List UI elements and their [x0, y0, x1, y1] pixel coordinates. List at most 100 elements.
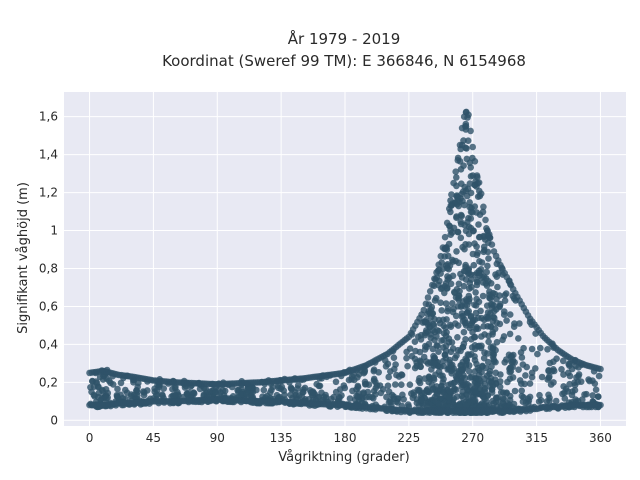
- x-tick-label: 315: [525, 431, 548, 445]
- data-point: [457, 166, 465, 173]
- data-point: [545, 367, 552, 375]
- data-point: [429, 281, 436, 289]
- data-point: [424, 360, 432, 367]
- data-point: [416, 348, 424, 356]
- data-point: [486, 234, 494, 241]
- data-point: [484, 248, 492, 256]
- data-point: [461, 320, 469, 327]
- data-point: [515, 366, 522, 374]
- data-point: [511, 387, 519, 395]
- data-point: [420, 306, 428, 314]
- data-point: [440, 330, 448, 337]
- data-point: [392, 381, 399, 388]
- data-point: [480, 354, 488, 362]
- data-point: [488, 386, 496, 393]
- data-point: [431, 297, 439, 304]
- data-point: [294, 382, 302, 389]
- data-point: [219, 387, 227, 394]
- data-point: [585, 376, 592, 383]
- data-point: [434, 327, 441, 334]
- data-point: [497, 300, 504, 308]
- data-point: [453, 201, 461, 208]
- data-point: [393, 398, 400, 405]
- data-point: [471, 158, 479, 165]
- data-point: [390, 393, 398, 400]
- x-tick-label: 225: [397, 431, 420, 445]
- data-point: [435, 348, 442, 356]
- data-point: [117, 379, 125, 387]
- data-point: [393, 371, 400, 379]
- data-point: [544, 346, 551, 353]
- data-point: [417, 358, 425, 366]
- data-point: [365, 381, 373, 389]
- chart-title-line-1: År 1979 - 2019: [288, 29, 401, 48]
- data-point: [410, 389, 417, 396]
- data-point: [477, 307, 484, 315]
- data-point: [443, 262, 450, 269]
- data-point: [267, 389, 274, 396]
- data-point: [469, 317, 477, 324]
- data-point: [466, 285, 473, 292]
- data-point: [424, 386, 431, 393]
- data-point: [450, 305, 457, 313]
- data-point: [561, 395, 569, 402]
- data-point: [439, 386, 447, 393]
- data-point: [486, 291, 493, 299]
- data-point: [502, 290, 510, 297]
- data-point: [399, 391, 406, 399]
- data-point: [260, 386, 268, 394]
- data-point: [460, 137, 467, 144]
- data-point: [460, 282, 468, 290]
- y-tick-label: 1: [50, 224, 58, 238]
- data-point: [349, 387, 356, 395]
- data-point: [456, 379, 464, 386]
- data-point: [384, 382, 392, 390]
- data-point: [488, 363, 495, 370]
- data-point: [438, 307, 446, 314]
- data-point: [573, 374, 580, 381]
- data-point: [534, 350, 541, 358]
- data-point: [494, 283, 501, 291]
- data-point: [434, 390, 441, 397]
- data-point: [442, 324, 449, 332]
- data-point: [479, 292, 487, 300]
- data-point: [471, 345, 479, 353]
- y-tick-label: 1,2: [39, 186, 58, 200]
- data-point: [477, 380, 484, 387]
- data-point: [592, 386, 600, 394]
- y-tick-label: 0: [50, 413, 58, 427]
- data-point: [316, 382, 324, 390]
- data-point: [490, 302, 498, 309]
- data-point: [597, 365, 604, 373]
- data-point: [456, 141, 464, 149]
- data-point: [322, 391, 329, 399]
- data-point: [595, 393, 602, 401]
- data-point: [465, 111, 472, 119]
- data-point: [431, 315, 438, 323]
- data-point: [379, 386, 387, 393]
- data-point: [522, 372, 529, 379]
- data-point: [566, 380, 573, 388]
- data-point: [292, 389, 299, 396]
- data-point: [392, 361, 399, 368]
- data-point: [566, 372, 574, 380]
- data-point: [468, 336, 475, 343]
- data-point: [103, 394, 110, 402]
- data-point: [408, 352, 416, 360]
- data-point: [465, 298, 473, 305]
- data-point: [477, 190, 485, 197]
- data-point: [454, 346, 462, 354]
- data-point: [485, 277, 492, 285]
- data-point: [506, 311, 514, 318]
- data-point: [485, 338, 492, 346]
- data-point: [519, 398, 527, 406]
- data-point: [435, 368, 443, 376]
- data-point: [524, 395, 532, 402]
- data-point: [447, 362, 455, 369]
- data-point: [474, 325, 482, 333]
- data-point: [493, 394, 500, 402]
- data-point: [438, 337, 445, 344]
- y-tick-label: 0,4: [39, 337, 58, 351]
- data-point: [508, 352, 515, 360]
- data-point: [516, 377, 524, 384]
